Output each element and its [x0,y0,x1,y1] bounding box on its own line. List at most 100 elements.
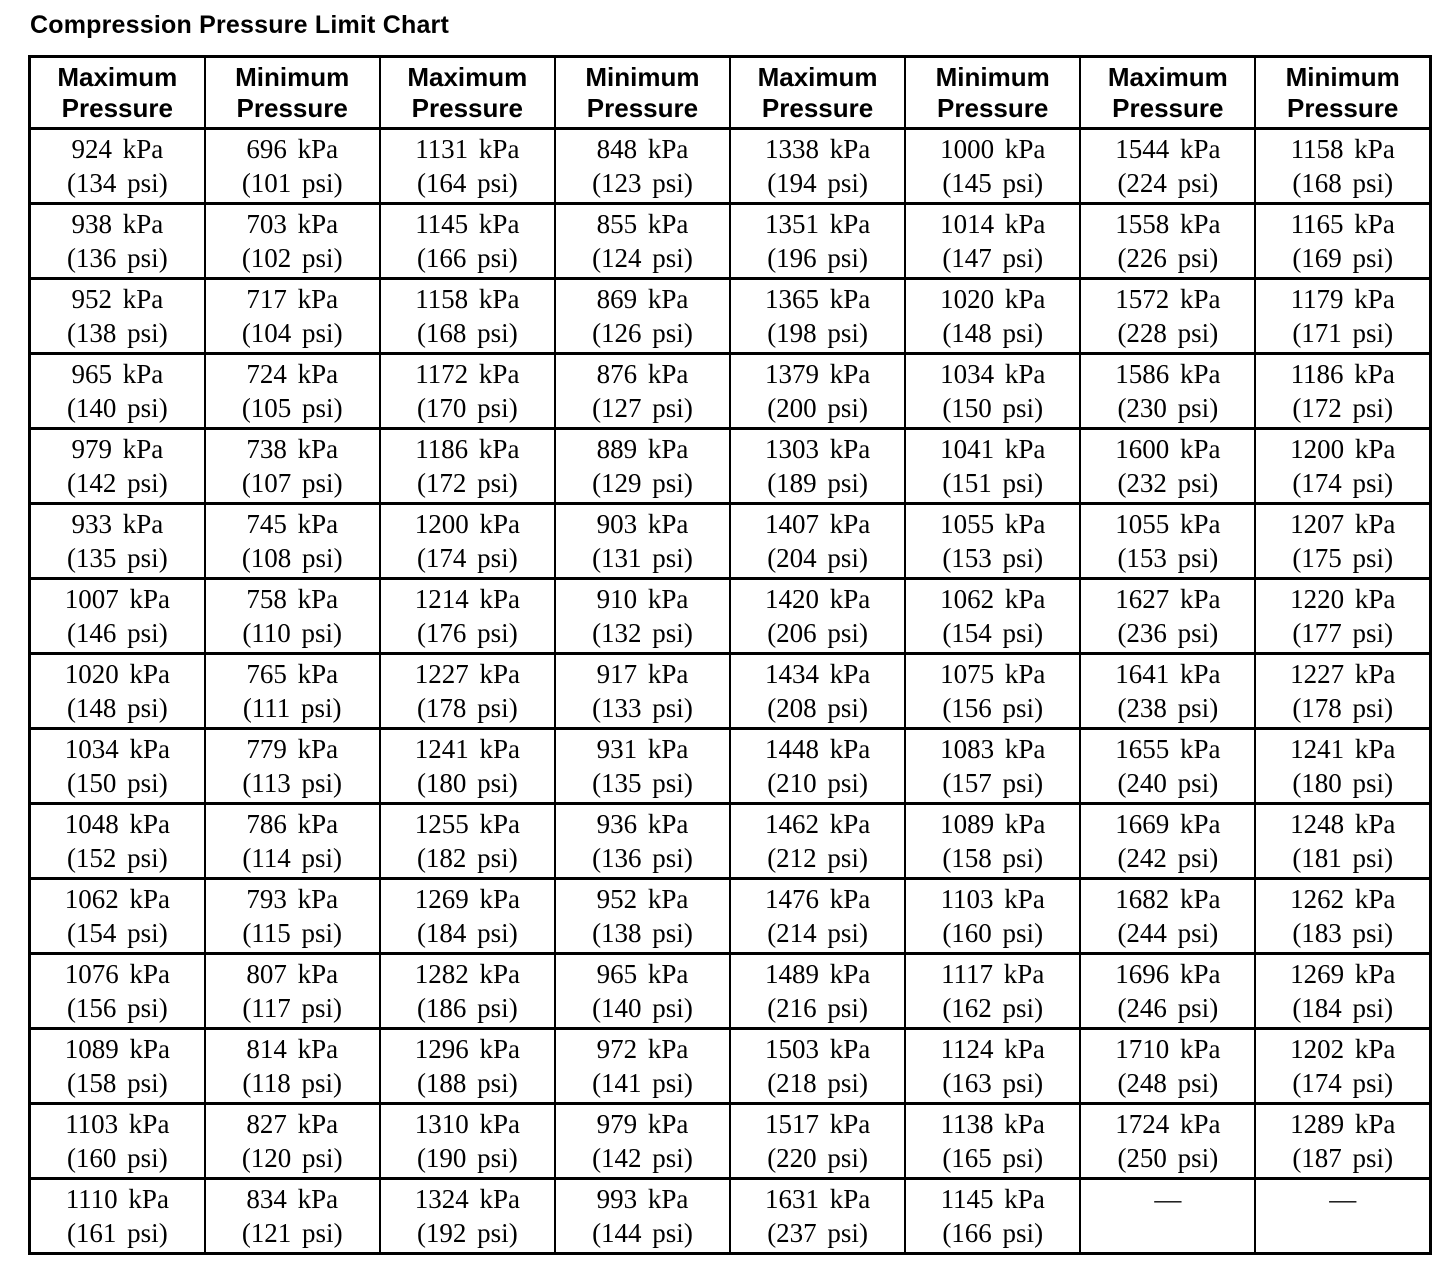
kpa-value: 814 kPa [246,1034,339,1064]
psi-value: (208 psi) [767,693,868,723]
table-row: 1020 kPa (148 psi) 765 kPa (111 psi) 1227 kP… [28,652,1432,730]
kpa-value: 1324 kPa [414,1184,520,1214]
table-row: 965 kPa (140 psi) 724 kPa (105 psi) 1172 kPa… [28,352,1432,430]
psi-value: (147 psi) [942,243,1044,273]
psi-value: (152 psi) [66,843,168,873]
psi-value: (101 psi) [241,168,343,198]
kpa-value: 1696 kPa [1115,959,1221,989]
pressure-cell: 1710 kPa (248 psi) [1079,1027,1257,1105]
pressure-cell: 1227 kPa (178 psi) [378,652,556,730]
dash: — [1154,1184,1182,1214]
psi-value: (214 psi) [767,918,868,948]
kpa-value: 1600 kPa [1115,434,1221,464]
pressure-cell: 1696 kPa (246 psi) [1079,952,1257,1030]
kpa-value: 1296 kPa [414,1034,520,1064]
pressure-cell: 807 kPa (117 psi) [203,952,381,1030]
pressure-cell: 938 kPa (136 psi) [28,202,206,280]
pressure-cell: 1434 kPa (208 psi) [728,652,907,730]
pressure-cell: 1000 kPa (145 psi) [904,127,1082,205]
psi-value: (250 psi) [1117,1143,1219,1173]
kpa-value: 876 kPa [596,359,689,389]
psi-value: (121 psi) [241,1218,343,1248]
psi-value: (160 psi) [66,1143,168,1173]
psi-value: (105 psi) [241,393,343,423]
psi-value: (158 psi) [66,1068,168,1098]
psi-value: (228 psi) [1117,318,1219,348]
pressure-cell: 1200 kPa (174 psi) [378,502,556,580]
psi-value: (141 psi) [592,1068,693,1098]
pressure-cell: 1572 kPa (228 psi) [1079,277,1257,355]
kpa-value: 1669 kPa [1115,809,1221,839]
psi-value: (220 psi) [767,1143,868,1173]
psi-value: (168 psi) [416,318,518,348]
pressure-cell: 889 kPa (129 psi) [553,427,732,505]
kpa-value: 938 kPa [71,209,164,239]
pressure-cell: 1020 kPa (148 psi) [28,652,206,730]
kpa-value: 1200 kPa [414,509,520,539]
pressure-cell: 1544 kPa (224 psi) [1079,127,1257,205]
psi-value: (110 psi) [242,618,343,648]
kpa-value: 1255 kPa [414,809,520,839]
psi-value: (153 psi) [1117,543,1219,573]
kpa-value: 1282 kPa [414,959,520,989]
pressure-cell: 952 kPa (138 psi) [553,877,732,955]
table-row: 1062 kPa (154 psi) 793 kPa (115 psi) 1269 kP… [28,877,1432,955]
psi-value: (142 psi) [66,468,168,498]
kpa-value: 1075 kPa [940,659,1046,689]
kpa-value: 1220 kPa [1290,584,1396,614]
psi-value: (135 psi) [592,768,693,798]
page-title: Compression Pressure Limit Chart [30,11,450,39]
psi-value: (135 psi) [66,543,168,573]
pressure-cell: 1262 kPa (183 psi) [1254,877,1432,955]
table-row: 1034 kPa (150 psi) 779 kPa (113 psi) 1241 kP… [28,727,1432,805]
psi-value: (188 psi) [416,1068,518,1098]
kpa-value: 1089 kPa [64,1034,170,1064]
pressure-cell: 1586 kPa (230 psi) [1079,352,1257,430]
pressure-cell: 1048 kPa (152 psi) [28,802,206,880]
pressure-cell: 979 kPa (142 psi) [28,427,206,505]
psi-value: (216 psi) [767,993,868,1023]
kpa-value: 1724 kPa [1115,1109,1221,1139]
kpa-value: 848 kPa [596,134,689,164]
psi-value: (196 psi) [767,243,868,273]
pressure-cell: 717 kPa (104 psi) [203,277,381,355]
kpa-value: 1145 kPa [940,1184,1045,1214]
kpa-value: 1544 kPa [1115,134,1221,164]
kpa-value: 1103 kPa [65,1109,170,1139]
kpa-value: 1034 kPa [64,734,170,764]
pressure-cell: 848 kPa (123 psi) [553,127,732,205]
header-cell-maximum-pressure: Maximum Pressure [1079,55,1257,130]
pressure-cell: 1089 kPa (158 psi) [28,1027,206,1105]
kpa-value: 1517 kPa [764,1109,871,1139]
psi-value: (236 psi) [1117,618,1219,648]
kpa-value: 1202 kPa [1290,1034,1396,1064]
kpa-value: 1000 kPa [940,134,1046,164]
psi-value: (163 psi) [942,1068,1044,1098]
pressure-cell: 1600 kPa (232 psi) [1079,427,1257,505]
psi-value: (244 psi) [1117,918,1219,948]
pressure-cell: 979 kPa (142 psi) [553,1102,732,1180]
psi-value: (151 psi) [942,468,1044,498]
psi-value: (165 psi) [942,1143,1044,1173]
pressure-cell: 827 kPa (120 psi) [203,1102,381,1180]
kpa-value: 1145 kPa [415,209,520,239]
table-row: 938 kPa (136 psi) 703 kPa (102 psi) 1145 kPa… [28,202,1432,280]
kpa-value: 724 kPa [246,359,339,389]
table-row: 952 kPa (138 psi) 717 kPa (104 psi) 1158 kPa… [28,277,1432,355]
pressure-cell: 786 kPa (114 psi) [203,802,381,880]
psi-value: (186 psi) [416,993,518,1023]
pressure-cell: 1255 kPa (182 psi) [378,802,556,880]
kpa-value: 1007 kPa [64,584,170,614]
kpa-value: 931 kPa [596,734,689,764]
kpa-value: 1631 kPa [764,1184,871,1214]
pressure-cell: 936 kPa (136 psi) [553,802,732,880]
table-row: 1110 kPa (161 psi) 834 kPa (121 psi) 1324 kP… [28,1177,1432,1255]
kpa-value: 1227 kPa [414,659,520,689]
psi-value: (189 psi) [767,468,868,498]
pressure-cell: 1517 kPa (220 psi) [728,1102,907,1180]
psi-value: (148 psi) [942,318,1044,348]
psi-value: (146 psi) [66,618,168,648]
psi-value: (192 psi) [416,1218,518,1248]
kpa-value: 1338 kPa [764,134,871,164]
kpa-value: 1158 kPa [415,284,520,314]
